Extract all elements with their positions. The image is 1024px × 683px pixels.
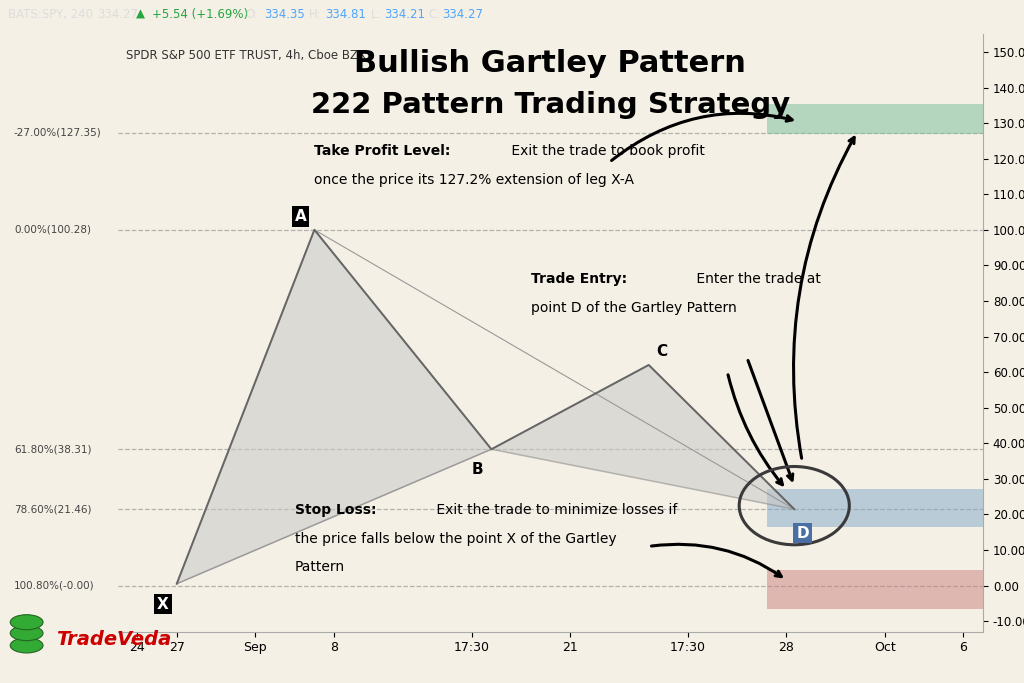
Text: Exit the trade to minimize losses if: Exit the trade to minimize losses if [432,503,678,518]
Text: 334.27: 334.27 [442,8,483,21]
Text: Pattern: Pattern [295,560,345,574]
Text: 0.00%(100.28): 0.00%(100.28) [14,225,91,235]
Bar [767,570,983,609]
Text: BATS:SPY, 240: BATS:SPY, 240 [8,8,93,21]
Text: Exit the trade to book profit: Exit the trade to book profit [507,144,705,158]
Text: once the price its 127.2% extension of leg X-A: once the price its 127.2% extension of l… [314,173,635,186]
Text: +5.54 (+1.69%): +5.54 (+1.69%) [152,8,248,21]
Text: 334.21: 334.21 [384,8,425,21]
Text: Trade Entry:: Trade Entry: [530,272,627,286]
Text: Enter the trade at: Enter the trade at [692,272,821,286]
Text: Bullish Gartley Pattern: Bullish Gartley Pattern [354,49,746,78]
Text: SPDR S&P 500 ETF TRUST, 4h, Cboe BZX: SPDR S&P 500 ETF TRUST, 4h, Cboe BZX [126,49,367,62]
Text: O:: O: [246,8,259,21]
Text: C: C [656,344,668,359]
Text: X: X [157,597,169,612]
Text: A: A [295,209,306,224]
Polygon shape [177,229,492,584]
Text: 334.81: 334.81 [326,8,367,21]
Text: D: D [797,526,809,541]
Text: 78.60%(21.46): 78.60%(21.46) [14,504,91,514]
Text: Stop Loss:: Stop Loss: [295,503,376,518]
Bar [767,104,983,134]
Text: H:: H: [309,8,322,21]
Polygon shape [492,365,795,510]
Text: B: B [472,462,483,477]
Text: 100.80%(-0.00): 100.80%(-0.00) [14,581,94,591]
Text: -27.00%(127.35): -27.00%(127.35) [14,128,101,137]
Bar [767,490,983,527]
Text: point D of the Gartley Pattern: point D of the Gartley Pattern [530,301,736,315]
Text: the price falls below the point X of the Gartley: the price falls below the point X of the… [295,532,616,546]
Text: C:: C: [428,8,440,21]
Text: 334.35: 334.35 [264,8,305,21]
Text: ▲: ▲ [136,8,145,21]
Text: 222 Pattern Trading Strategy: 222 Pattern Trading Strategy [310,91,791,119]
Text: TradeVeda: TradeVeda [56,630,172,649]
Text: Take Profit Level:: Take Profit Level: [314,144,451,158]
Text: 61.80%(38.31): 61.80%(38.31) [14,444,91,454]
Text: L:: L: [371,8,381,21]
Text: 334.27: 334.27 [97,8,138,21]
